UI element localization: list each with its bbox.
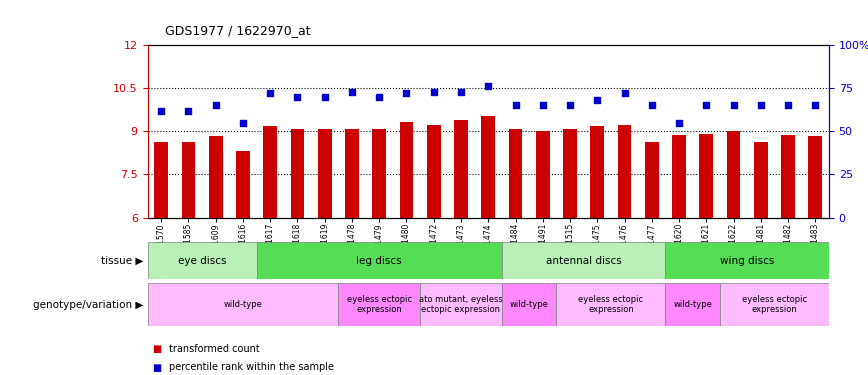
Point — [318, 94, 332, 100]
Point — [509, 102, 523, 108]
Point — [236, 120, 250, 126]
Point — [345, 88, 358, 94]
Bar — [666, 242, 829, 279]
Point — [672, 120, 686, 126]
Text: percentile rank within the sample: percentile rank within the sample — [169, 363, 334, 372]
Bar — [618, 125, 631, 217]
Bar — [291, 129, 305, 218]
Text: wild-type: wild-type — [510, 300, 549, 309]
Point — [645, 102, 659, 108]
Text: transformed count: transformed count — [169, 344, 260, 354]
Bar — [420, 283, 502, 326]
Bar — [502, 283, 556, 326]
Point — [481, 83, 495, 89]
Bar — [209, 136, 222, 218]
Bar — [590, 126, 604, 218]
Text: ■: ■ — [152, 344, 161, 354]
Text: wild-type: wild-type — [674, 300, 712, 309]
Text: eye discs: eye discs — [178, 256, 227, 266]
Text: eyeless ectopic
expression: eyeless ectopic expression — [346, 295, 411, 314]
Point — [454, 88, 468, 94]
Point — [427, 88, 441, 94]
Bar — [781, 135, 795, 218]
Text: genotype/variation ▶: genotype/variation ▶ — [33, 300, 143, 310]
Point — [263, 90, 277, 96]
Text: leg discs: leg discs — [357, 256, 402, 266]
Point — [536, 102, 549, 108]
Point — [590, 97, 604, 103]
Bar — [509, 129, 523, 218]
Text: GDS1977 / 1622970_at: GDS1977 / 1622970_at — [165, 24, 311, 38]
Bar — [339, 283, 420, 326]
Point — [563, 102, 577, 108]
Text: eyeless ectopic
expression: eyeless ectopic expression — [578, 295, 643, 314]
Bar — [318, 129, 332, 218]
Bar — [727, 130, 740, 218]
Bar — [372, 129, 386, 218]
Bar — [672, 135, 686, 218]
Bar — [720, 283, 829, 326]
Bar — [556, 283, 666, 326]
Point — [399, 90, 413, 96]
Point — [208, 102, 222, 108]
Point — [181, 108, 195, 114]
Bar — [482, 116, 495, 218]
Point — [727, 102, 740, 108]
Point — [155, 108, 168, 114]
Bar — [563, 129, 577, 218]
Bar — [536, 130, 549, 218]
Bar — [700, 134, 713, 218]
Bar — [148, 283, 339, 326]
Point — [372, 94, 386, 100]
Point — [617, 90, 631, 96]
Point — [700, 102, 713, 108]
Point — [808, 102, 822, 108]
Point — [753, 102, 767, 108]
Bar — [263, 126, 277, 218]
Text: wild-type: wild-type — [224, 300, 262, 309]
Bar — [645, 142, 659, 218]
Bar — [236, 151, 250, 217]
Text: eyeless ectopic
expression: eyeless ectopic expression — [742, 295, 807, 314]
Bar — [454, 120, 468, 218]
Bar — [345, 129, 358, 218]
Bar — [257, 242, 502, 279]
Bar — [666, 283, 720, 326]
Bar — [155, 142, 168, 218]
Bar — [808, 136, 822, 218]
Bar — [427, 125, 441, 217]
Bar — [399, 122, 413, 218]
Text: ato mutant, eyeless
ectopic expression: ato mutant, eyeless ectopic expression — [419, 295, 503, 314]
Text: wing discs: wing discs — [720, 256, 774, 266]
Bar — [754, 142, 767, 218]
Point — [291, 94, 305, 100]
Point — [781, 102, 795, 108]
Bar — [148, 242, 257, 279]
Bar — [502, 242, 666, 279]
Text: antennal discs: antennal discs — [546, 256, 621, 266]
Text: ■: ■ — [152, 363, 161, 372]
Bar — [181, 142, 195, 218]
Text: tissue ▶: tissue ▶ — [101, 256, 143, 266]
